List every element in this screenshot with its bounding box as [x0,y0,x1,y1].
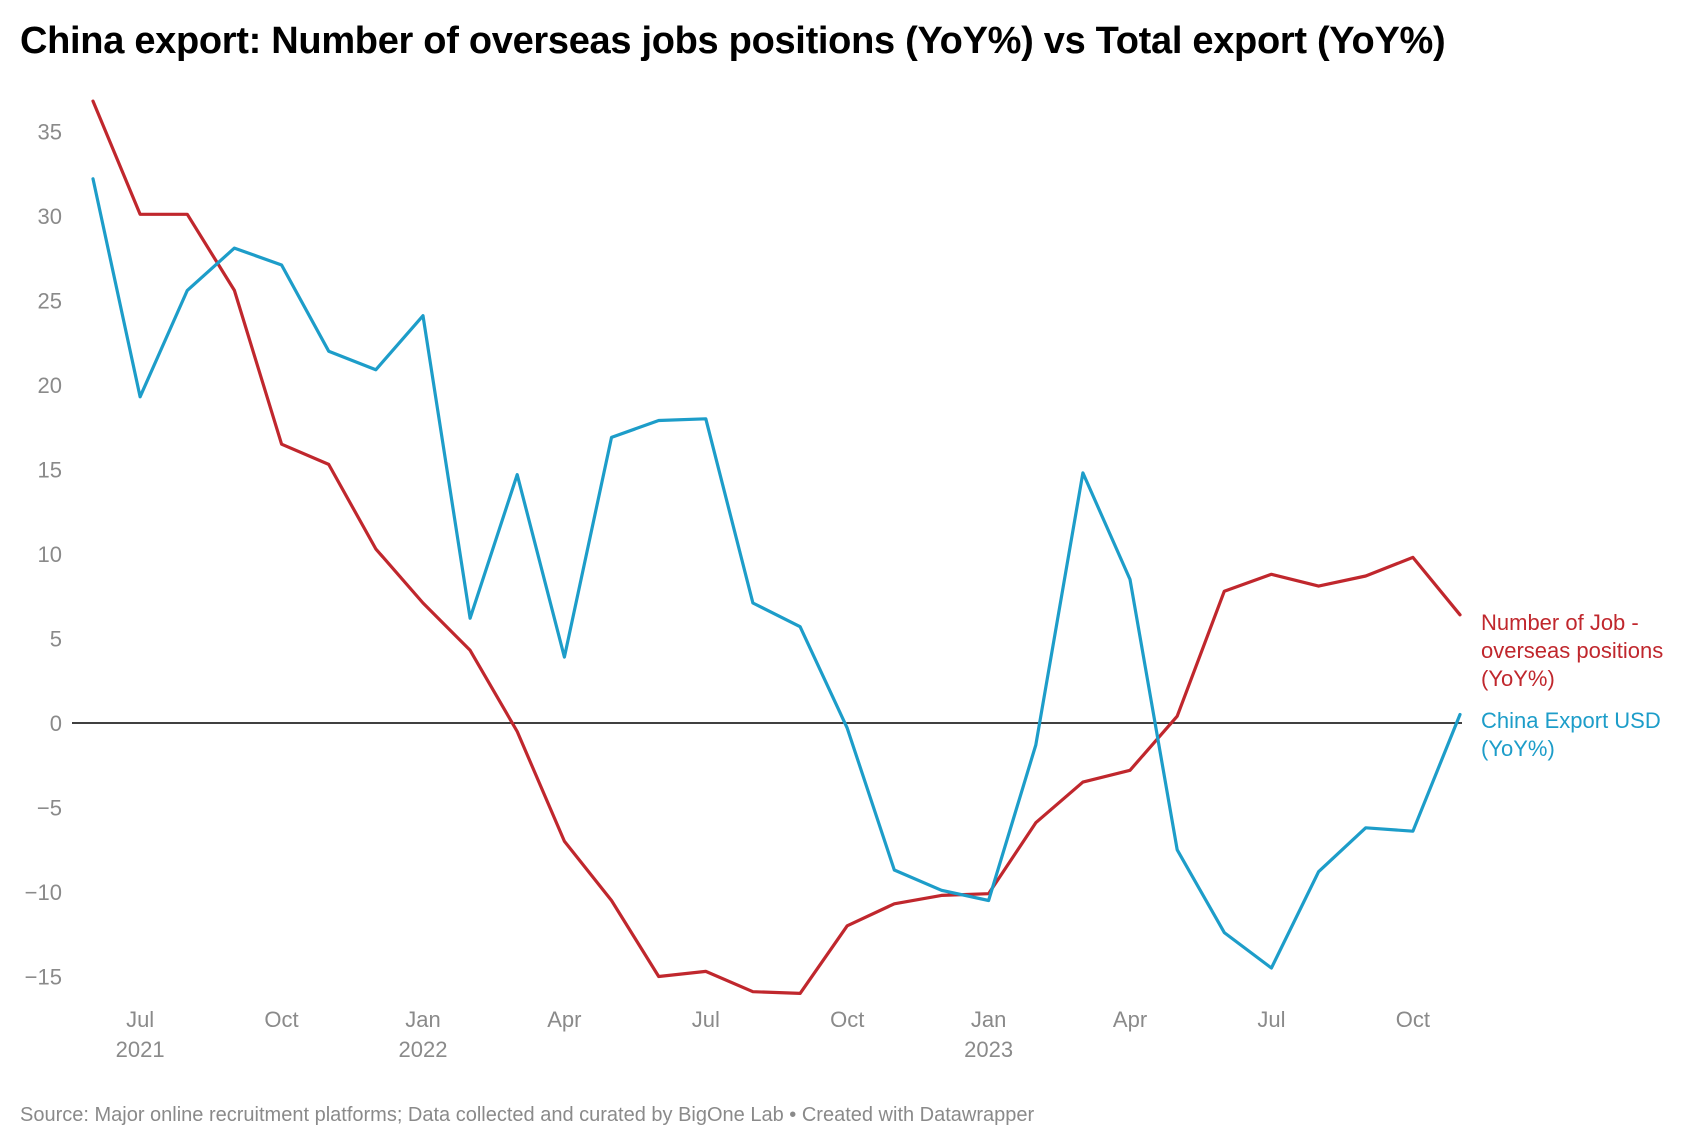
x-tick-label: Jul [126,1007,154,1032]
series-label-0: Number of Job -overseas positions (YoY%) [1481,610,1663,691]
y-tick-label: 35 [38,120,62,145]
series-label-1: China Export USD (YoY%) [1481,708,1661,761]
x-tick-label: Jan [405,1007,440,1032]
chart-title: China export: Number of overseas jobs po… [20,20,1446,62]
y-tick-label: 0 [50,711,62,736]
x-tick-year: 2021 [116,1037,165,1062]
y-tick-label: −10 [25,880,62,905]
x-tick-year: 2023 [964,1037,1013,1062]
series-line-1 [91,177,1462,970]
x-tick-label: Jul [692,1007,720,1032]
y-tick-label: 20 [38,373,62,398]
x-tick-label: Jul [1257,1007,1285,1032]
x-tick-label: Jan [971,1007,1006,1032]
series-line-0 [91,99,1462,996]
y-tick-label: 10 [38,542,62,567]
y-tick-label: 25 [38,289,62,314]
y-tick-label: 5 [50,627,62,652]
x-tick-label: Oct [1396,1007,1430,1032]
x-tick-label: Oct [264,1007,298,1032]
y-tick-label: 15 [38,458,62,483]
y-tick-label: 30 [38,204,62,229]
source-note: Source: Major online recruitment platfor… [20,1104,1035,1126]
x-tick-label: Oct [830,1007,864,1032]
y-tick-label: −5 [37,796,62,821]
x-tick-year: 2022 [398,1037,447,1062]
y-tick-label: −15 [25,965,62,990]
x-tick-label: Apr [547,1007,581,1032]
x-tick-label: Apr [1113,1007,1147,1032]
